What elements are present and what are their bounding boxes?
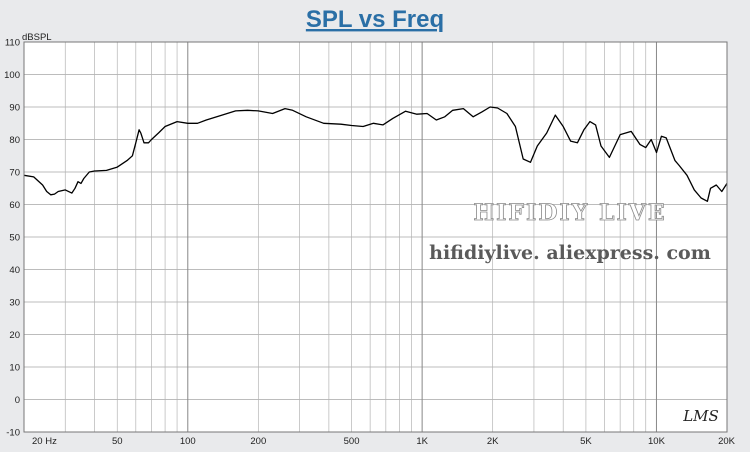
y-tick-label: 90 <box>9 103 20 114</box>
spl-curve <box>23 106 728 202</box>
x-tick-label: 1K <box>416 436 428 447</box>
y-axis-label: dBSPL <box>22 32 52 43</box>
y-tick-label: 110 <box>5 38 20 49</box>
x-tick-label: 10K <box>648 436 666 447</box>
y-tick-label: -10 <box>6 428 20 439</box>
y-tick-label: 40 <box>9 265 20 276</box>
y-tick-label: 50 <box>9 233 20 244</box>
x-tick-labels: 20 Hz 50 100 200 500 1K 2K 5K 10K 20K <box>32 436 736 447</box>
x-tick-label: 2K <box>487 436 499 447</box>
x-tick-label: 20K <box>718 436 736 447</box>
y-tick-label: 70 <box>9 168 20 179</box>
y-tick-label: 60 <box>9 200 20 211</box>
x-tick-label: 5K <box>580 436 592 447</box>
y-tick-label: 80 <box>9 135 20 146</box>
y-tick-label: 20 <box>9 330 20 341</box>
y-tick-label: 30 <box>9 298 20 309</box>
x-tick-label: 50 <box>112 436 123 447</box>
x-tick-label: 200 <box>250 436 266 447</box>
grid <box>23 41 728 433</box>
y-tick-label: 10 <box>9 363 20 374</box>
chart-title: SPL vs Freq <box>306 6 444 33</box>
y-tick-labels: -10 0 10 20 30 40 50 60 70 80 90 100 110 <box>4 38 20 439</box>
plot-border <box>23 41 728 433</box>
y-tick-label: 0 <box>15 395 20 406</box>
y-tick-label: 100 <box>4 70 20 81</box>
watermark-url: hifidiylive. aliexpress. com <box>429 242 711 264</box>
lms-logo: LMS <box>682 407 719 425</box>
watermark-brand: HIFIDIY LIVE <box>473 200 666 226</box>
x-tick-label: 20 Hz <box>32 436 57 447</box>
x-tick-label: 500 <box>344 436 360 447</box>
x-tick-label: 100 <box>180 436 196 447</box>
